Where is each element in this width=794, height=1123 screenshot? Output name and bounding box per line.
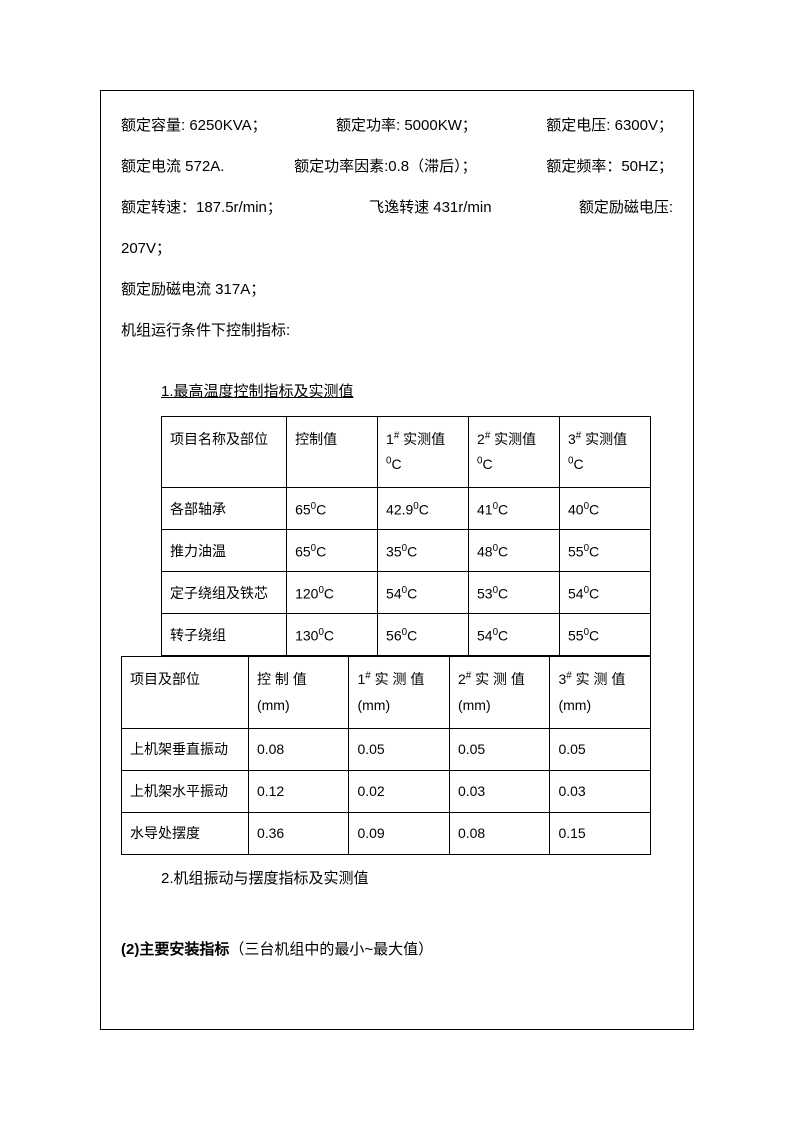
table-row: 转子绕组 1300C 560C 540C 550C bbox=[162, 614, 651, 656]
cell-name: 上机架垂直振动 bbox=[122, 728, 249, 770]
cell-v3: 540C bbox=[559, 572, 650, 614]
cell-name: 定子绕组及铁芯 bbox=[162, 572, 287, 614]
cell-name: 转子绕组 bbox=[162, 614, 287, 656]
table1-title: 1.最高温度控制指标及实测值 bbox=[161, 380, 673, 401]
spec-row-3: 额定转速：187.5r/min； 飞逸转速 431r/min 额定励磁电压: bbox=[121, 188, 673, 227]
table2-header-v1: 1# 实 测 值(mm) bbox=[349, 657, 450, 728]
cell-v3: 400C bbox=[559, 488, 650, 530]
table-row: 推力油温 650C 350C 480C 550C bbox=[162, 530, 651, 572]
cell-name: 上机架水平振动 bbox=[122, 770, 249, 812]
table-row: 水导处摆度 0.36 0.09 0.08 0.15 bbox=[122, 812, 651, 854]
spec-row-2: 额定电流 572A. 额定功率因素:0.8（滞后）； 额定频率：50HZ； bbox=[121, 147, 673, 186]
cell-name: 各部轴承 bbox=[162, 488, 287, 530]
cell-v2: 0.03 bbox=[449, 770, 550, 812]
table1-header-v3: 3# 实测值0C bbox=[559, 417, 650, 488]
cell-ctrl: 1200C bbox=[287, 572, 378, 614]
table1-body: 各部轴承 650C 42.90C 410C 400C 推力油温 650C 350… bbox=[162, 488, 651, 656]
spec-runaway-speed: 飞逸转速 431r/min bbox=[369, 188, 492, 227]
table1-header-v1: 1# 实测值0C bbox=[378, 417, 469, 488]
cell-v1: 0.02 bbox=[349, 770, 450, 812]
cell-v2: 410C bbox=[469, 488, 560, 530]
footer-section: (2)主要安装指标（三台机组中的最小~最大值） bbox=[121, 938, 673, 959]
table-row: 定子绕组及铁芯 1200C 540C 530C 540C bbox=[162, 572, 651, 614]
cell-v1: 560C bbox=[378, 614, 469, 656]
cell-v2: 530C bbox=[469, 572, 560, 614]
specifications-block: 额定容量: 6250KVA； 额定功率: 5000KW； 额定电压: 6300V… bbox=[121, 106, 673, 350]
cell-ctrl: 0.36 bbox=[248, 812, 349, 854]
spec-frequency: 额定频率：50HZ； bbox=[546, 147, 673, 186]
spec-power-factor: 额定功率因素:0.8（滞后）； bbox=[294, 147, 477, 186]
table-row: 各部轴承 650C 42.90C 410C 400C bbox=[162, 488, 651, 530]
cell-ctrl: 1300C bbox=[287, 614, 378, 656]
spec-capacity: 额定容量: 6250KVA； bbox=[121, 106, 267, 145]
table1-header-ctrl: 控制值 bbox=[287, 417, 378, 488]
cell-ctrl: 650C bbox=[287, 488, 378, 530]
table-row: 上机架水平振动 0.12 0.02 0.03 0.03 bbox=[122, 770, 651, 812]
cell-v3: 0.03 bbox=[550, 770, 651, 812]
cell-v2: 0.08 bbox=[449, 812, 550, 854]
table2-body: 上机架垂直振动 0.08 0.05 0.05 0.05 上机架水平振动 0.12… bbox=[122, 728, 651, 854]
cell-v2: 0.05 bbox=[449, 728, 550, 770]
table1-header-name: 项目名称及部位 bbox=[162, 417, 287, 488]
spec-row-4: 207V； bbox=[121, 229, 673, 268]
cell-v2: 540C bbox=[469, 614, 560, 656]
spec-excitation-voltage: 额定励磁电压: bbox=[579, 188, 673, 227]
spec-row-1: 额定容量: 6250KVA； 额定功率: 5000KW； 额定电压: 6300V… bbox=[121, 106, 673, 145]
cell-v3: 550C bbox=[559, 614, 650, 656]
cell-v1: 42.90C bbox=[378, 488, 469, 530]
table2-header-v2: 2# 实 测 值(mm) bbox=[449, 657, 550, 728]
spec-voltage: 额定电压: 6300V； bbox=[546, 106, 673, 145]
cell-v1: 540C bbox=[378, 572, 469, 614]
table2-footer: 2.机组振动与摆度指标及实测值 bbox=[161, 867, 673, 888]
footer-bold: (2)主要安装指标 bbox=[121, 941, 229, 958]
spec-row-5: 额定励磁电流 317A； bbox=[121, 270, 673, 309]
document-frame: 额定容量: 6250KVA； 额定功率: 5000KW； 额定电压: 6300V… bbox=[100, 90, 694, 1030]
spec-current: 额定电流 572A. bbox=[121, 147, 224, 186]
temperature-table: 项目名称及部位 控制值 1# 实测值0C 2# 实测值0C 3# 实测值0C 各… bbox=[161, 416, 651, 656]
footer-normal: （三台机组中的最小~最大值） bbox=[229, 941, 433, 958]
cell-v1: 0.05 bbox=[349, 728, 450, 770]
spec-row-6: 机组运行条件下控制指标: bbox=[121, 311, 673, 350]
cell-name: 推力油温 bbox=[162, 530, 287, 572]
spec-rated-speed: 额定转速：187.5r/min； bbox=[121, 188, 282, 227]
cell-v1: 350C bbox=[378, 530, 469, 572]
cell-name: 水导处摆度 bbox=[122, 812, 249, 854]
cell-v3: 0.05 bbox=[550, 728, 651, 770]
vibration-table: 项目及部位 控 制 值(mm) 1# 实 测 值(mm) 2# 实 测 值(mm… bbox=[121, 656, 651, 854]
table2-header-v3: 3# 实 测 值(mm) bbox=[550, 657, 651, 728]
table-row: 上机架垂直振动 0.08 0.05 0.05 0.05 bbox=[122, 728, 651, 770]
spec-power: 额定功率: 5000KW； bbox=[336, 106, 477, 145]
cell-v3: 550C bbox=[559, 530, 650, 572]
cell-ctrl: 0.12 bbox=[248, 770, 349, 812]
table2-header-ctrl: 控 制 值(mm) bbox=[248, 657, 349, 728]
cell-v1: 0.09 bbox=[349, 812, 450, 854]
table2-header-name: 项目及部位 bbox=[122, 657, 249, 728]
table1-header-v2: 2# 实测值0C bbox=[469, 417, 560, 488]
cell-v2: 480C bbox=[469, 530, 560, 572]
cell-ctrl: 0.08 bbox=[248, 728, 349, 770]
cell-ctrl: 650C bbox=[287, 530, 378, 572]
cell-v3: 0.15 bbox=[550, 812, 651, 854]
